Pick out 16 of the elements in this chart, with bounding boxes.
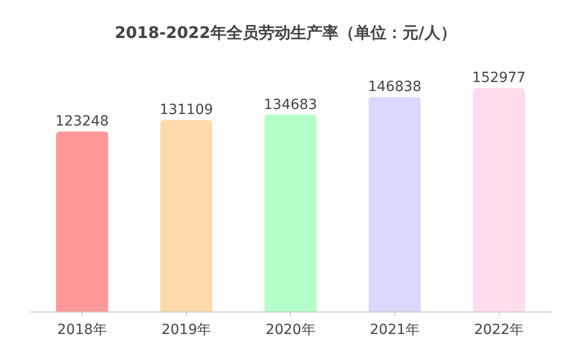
data-label: 146838	[368, 78, 422, 95]
bar	[368, 96, 421, 312]
data-label: 134683	[264, 96, 318, 113]
x-tick-label: 2022年	[474, 322, 524, 338]
chart-title: 2018-2022年全员劳动生产率（单位：元/人）	[114, 23, 456, 42]
data-label: 152977	[472, 70, 526, 86]
bar	[56, 132, 108, 312]
data-label: 131109	[160, 102, 214, 118]
bar	[160, 120, 212, 312]
data-label: 123248	[55, 114, 109, 130]
bar	[472, 88, 525, 312]
x-tick-label: 2021年	[370, 322, 420, 338]
bar	[264, 114, 317, 312]
x-tick-label: 2020年	[266, 322, 316, 338]
x-tick-label: 2018年	[57, 322, 107, 338]
x-tick-label: 2019年	[161, 322, 212, 338]
